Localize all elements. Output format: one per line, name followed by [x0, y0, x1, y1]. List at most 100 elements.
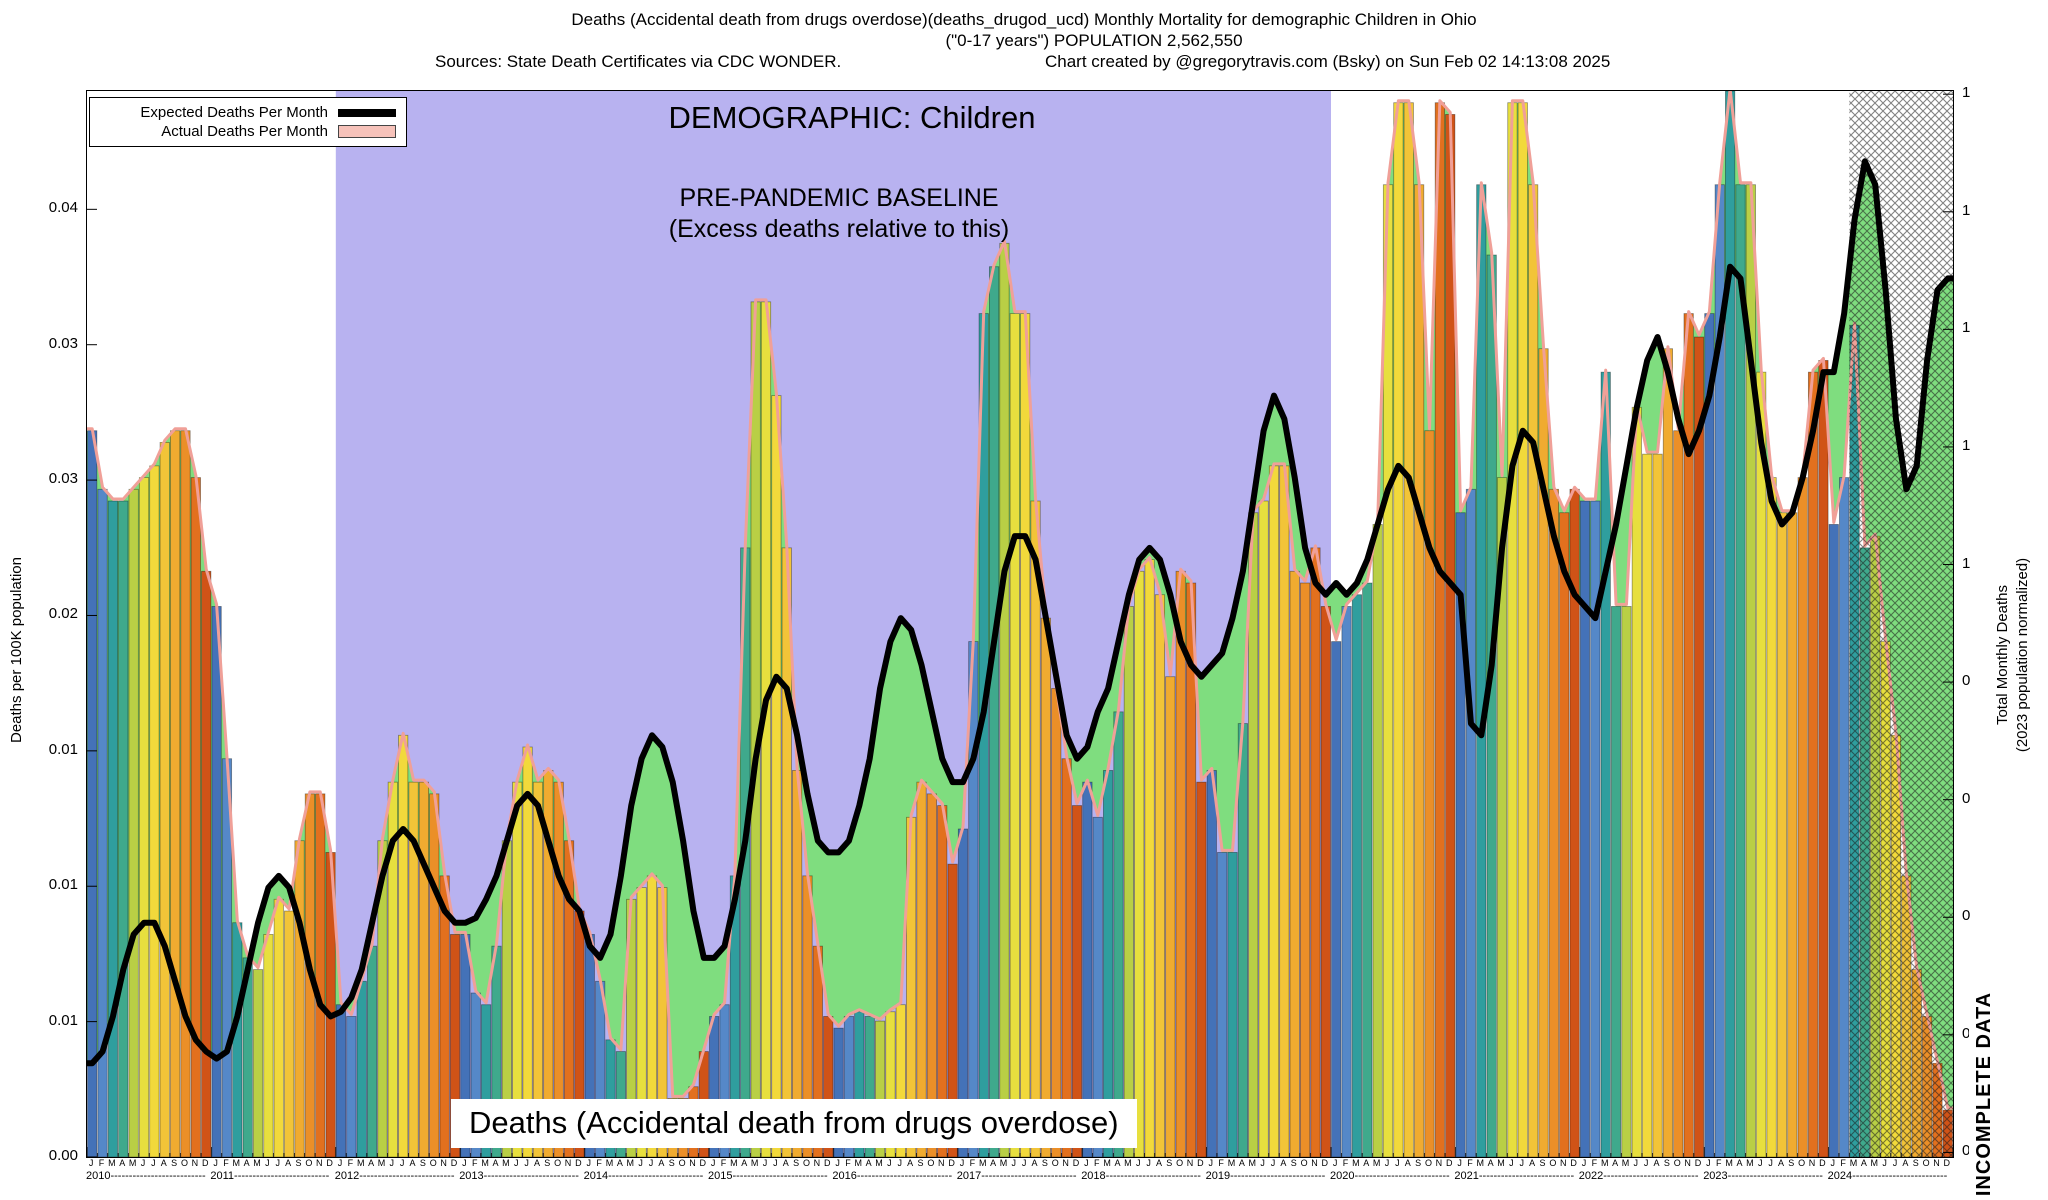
month-tick-label: D: [699, 1158, 707, 1168]
month-tick-label: D: [201, 1158, 209, 1168]
month-tick-label: N: [1186, 1158, 1194, 1168]
actual-bar: [1362, 582, 1373, 1157]
month-tick-label: J: [959, 1158, 965, 1168]
month-tick-label: S: [1415, 1158, 1422, 1168]
month-tick-label: J: [265, 1158, 270, 1168]
month-tick-label: A: [782, 1158, 789, 1168]
month-tick-label: F: [1591, 1158, 1598, 1168]
month-tick-label: F: [471, 1158, 478, 1168]
actual-bar: [833, 1027, 844, 1157]
actual-bar: [1548, 488, 1559, 1157]
month-tick-label: J: [1882, 1158, 1887, 1168]
y2-axis-title-line2: (2023 population normalized): [2014, 557, 2031, 753]
year-tick-label: 2016--------------------------: [832, 1170, 953, 1182]
actual-bar: [252, 969, 264, 1157]
month-tick-label: N: [937, 1158, 945, 1168]
month-tick-label: N: [1311, 1158, 1318, 1168]
month-tick-label: S: [1041, 1158, 1048, 1168]
chart-subtitle-text: ("0-17 years") POPULATION 2,562,550: [945, 31, 1243, 50]
actual-bar: [180, 430, 191, 1157]
month-tick-label: M: [1870, 1158, 1878, 1168]
y-axis-tick-label: 0.01: [48, 876, 78, 894]
month-tick-label: J: [1581, 1158, 1587, 1168]
month-tick-label: S: [1788, 1158, 1795, 1168]
month-tick-label: D: [1197, 1158, 1204, 1168]
month-tick-label: M: [875, 1158, 883, 1168]
actual-bar: [170, 430, 181, 1157]
actual-bar: [1611, 606, 1622, 1157]
month-tick-label: S: [419, 1158, 426, 1168]
month-tick-label: J: [337, 1158, 343, 1168]
month-tick-label: M: [1124, 1158, 1132, 1168]
y-axis-tick-label: 0.02: [48, 605, 78, 623]
month-tick-label: M: [1746, 1158, 1754, 1168]
actual-bar: [1351, 594, 1362, 1157]
month-tick-label: O: [305, 1158, 313, 1168]
month-tick-label: A: [1155, 1158, 1162, 1168]
actual-bar: [947, 863, 958, 1157]
actual-bar: [1020, 313, 1031, 1157]
month-tick-label: O: [1673, 1158, 1681, 1168]
actual-bar: [1735, 184, 1746, 1157]
month-tick-label: D: [450, 1158, 458, 1168]
chart-subtitle: ("0-17 years") POPULATION 2,562,550: [0, 31, 2048, 51]
actual-bar: [895, 1004, 906, 1157]
month-tick-label: F: [596, 1158, 602, 1168]
month-tick-label: N: [813, 1158, 821, 1168]
month-tick-label: S: [1663, 1158, 1670, 1168]
month-tick-label: A: [243, 1158, 250, 1168]
actual-bar: [1320, 606, 1331, 1157]
actual-bar: [1009, 313, 1020, 1157]
actual-bar: [1787, 512, 1798, 1157]
actual-bar: [1818, 360, 1829, 1157]
month-tick-label: N: [1062, 1158, 1069, 1168]
month-tick-label: S: [1539, 1158, 1546, 1168]
actual-bar: [1092, 816, 1103, 1157]
month-tick-label: J: [1384, 1158, 1390, 1168]
month-tick-label: F: [1093, 1158, 1100, 1168]
month-tick-label: F: [347, 1158, 354, 1168]
actual-bar: [1248, 512, 1259, 1157]
actual-bar: [1134, 570, 1145, 1157]
actual-bar: [107, 500, 119, 1157]
actual-bar: [149, 465, 160, 1157]
actual-bar: [1434, 102, 1445, 1157]
month-tick-label: J: [638, 1158, 643, 1168]
month-tick-label: N: [191, 1158, 199, 1168]
month-tick-label: F: [1715, 1158, 1722, 1168]
month-tick-label: J: [648, 1158, 654, 1168]
year-tick-label: 2011--------------------------: [210, 1170, 330, 1182]
month-tick-label: N: [689, 1158, 696, 1168]
y-axis-tick-label: 0.04: [48, 199, 78, 217]
month-tick-label: M: [253, 1158, 261, 1168]
month-tick-label: A: [1280, 1158, 1287, 1168]
month-tick-label: J: [513, 1158, 519, 1168]
actual-bar: [1372, 524, 1383, 1157]
y-axis-tick-label: 0.01: [48, 740, 78, 758]
actual-bar: [1030, 500, 1041, 1157]
month-tick-label: N: [1559, 1158, 1567, 1168]
actual-bar: [335, 1004, 347, 1157]
actual-bar: [1756, 371, 1767, 1157]
month-tick-label: J: [1332, 1158, 1338, 1168]
month-tick-label: M: [1476, 1158, 1485, 1168]
month-tick-label: J: [887, 1158, 892, 1168]
month-tick-label: M: [481, 1158, 489, 1168]
month-tick-label: N: [1684, 1158, 1691, 1168]
expected-line-swatch: [338, 108, 396, 117]
month-tick-label: J: [586, 1158, 592, 1168]
y-axis-tick-label: 0.00: [48, 1147, 78, 1164]
actual-bar: [190, 477, 201, 1157]
legend-label-actual: Actual Deaths Per Month: [161, 123, 328, 140]
actual-bar: [1196, 781, 1207, 1157]
month-tick-label: A: [1529, 1158, 1536, 1168]
month-tick-label: A: [409, 1158, 416, 1168]
month-tick-label: F: [1342, 1158, 1349, 1168]
month-tick-label: O: [554, 1158, 562, 1168]
y-axis-tick-label: 0.03: [48, 470, 78, 488]
baseline-annotation-line1: PRE-PANDEMIC BASELINE: [679, 184, 999, 212]
month-tick-label: M: [854, 1158, 863, 1168]
month-tick-label: J: [462, 1158, 467, 1168]
actual-bar: [294, 840, 305, 1157]
